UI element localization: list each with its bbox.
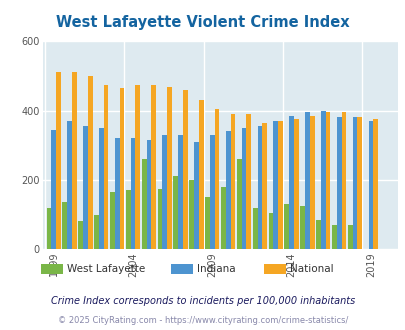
Bar	[252, 208, 257, 249]
Bar	[103, 84, 108, 249]
Text: Indiana: Indiana	[196, 264, 235, 274]
Bar	[347, 225, 352, 249]
Bar	[320, 111, 325, 249]
Bar	[47, 208, 51, 249]
Bar	[162, 135, 167, 249]
Text: West Lafayette: West Lafayette	[67, 264, 145, 274]
Bar	[246, 114, 251, 249]
Bar	[241, 128, 246, 249]
Text: © 2025 CityRating.com - https://www.cityrating.com/crime-statistics/: © 2025 CityRating.com - https://www.city…	[58, 316, 347, 325]
Bar	[220, 187, 225, 249]
Bar	[352, 117, 356, 249]
Bar	[257, 126, 262, 249]
Bar	[284, 204, 288, 249]
Bar	[87, 76, 92, 249]
Bar	[198, 100, 203, 249]
Bar	[315, 220, 320, 249]
Bar	[94, 214, 99, 249]
Bar	[341, 112, 345, 249]
Bar	[325, 112, 330, 249]
Bar	[67, 121, 72, 249]
Bar	[356, 117, 361, 249]
Bar	[146, 140, 151, 249]
Bar	[277, 121, 282, 249]
Bar	[157, 188, 162, 249]
Bar	[230, 114, 235, 249]
Bar	[151, 84, 156, 249]
Text: West Lafayette Violent Crime Index: West Lafayette Violent Crime Index	[56, 15, 349, 30]
Bar	[268, 213, 273, 249]
Text: National: National	[290, 264, 333, 274]
Bar	[115, 138, 119, 249]
Bar	[262, 123, 266, 249]
Bar	[237, 159, 241, 249]
Bar	[194, 142, 198, 249]
Bar	[130, 138, 135, 249]
Bar	[372, 119, 377, 249]
Bar	[288, 116, 293, 249]
Bar	[51, 130, 56, 249]
Bar	[309, 116, 314, 249]
Bar	[62, 202, 67, 249]
Bar	[126, 190, 130, 249]
Bar	[189, 180, 194, 249]
Bar	[167, 87, 171, 249]
Bar	[135, 84, 140, 249]
Bar	[209, 135, 214, 249]
Bar	[99, 128, 103, 249]
Bar	[83, 126, 87, 249]
Bar	[72, 73, 77, 249]
Bar	[293, 119, 298, 249]
Bar	[214, 109, 219, 249]
Bar	[178, 135, 183, 249]
Bar	[119, 88, 124, 249]
Bar	[173, 176, 178, 249]
Bar	[336, 117, 341, 249]
Bar	[331, 225, 336, 249]
Text: Crime Index corresponds to incidents per 100,000 inhabitants: Crime Index corresponds to incidents per…	[51, 296, 354, 306]
Bar	[183, 90, 187, 249]
Bar	[273, 121, 277, 249]
Bar	[368, 121, 372, 249]
Bar	[205, 197, 209, 249]
Bar	[304, 112, 309, 249]
Bar	[300, 206, 304, 249]
Bar	[225, 131, 230, 249]
Bar	[78, 221, 83, 249]
Bar	[56, 73, 61, 249]
Bar	[110, 192, 115, 249]
Bar	[141, 159, 146, 249]
